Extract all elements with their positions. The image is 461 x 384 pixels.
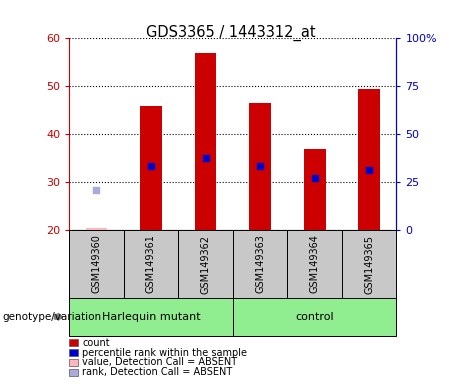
Point: [148, 162, 155, 169]
Text: GSM149365: GSM149365: [364, 235, 374, 293]
Text: count: count: [82, 338, 110, 348]
Text: control: control: [296, 312, 334, 322]
Text: genotype/variation: genotype/variation: [2, 312, 101, 322]
Bar: [195, 53, 217, 230]
Text: rank, Detection Call = ABSENT: rank, Detection Call = ABSENT: [82, 367, 232, 377]
Point: [256, 162, 264, 169]
Text: percentile rank within the sample: percentile rank within the sample: [82, 348, 247, 358]
Text: GDS3365 / 1443312_at: GDS3365 / 1443312_at: [146, 25, 315, 41]
Text: GSM149364: GSM149364: [310, 235, 319, 293]
Point: [93, 187, 100, 193]
Bar: [304, 149, 325, 230]
Bar: [85, 228, 107, 230]
Text: GSM149363: GSM149363: [255, 235, 265, 293]
Bar: [358, 89, 380, 230]
Point: [311, 174, 318, 180]
Bar: [140, 106, 162, 230]
Bar: [249, 103, 271, 230]
Text: GSM149362: GSM149362: [201, 235, 211, 293]
Point: [202, 155, 209, 161]
Text: GSM149361: GSM149361: [146, 235, 156, 293]
Text: GSM149360: GSM149360: [91, 235, 101, 293]
Point: [366, 167, 373, 174]
Text: value, Detection Call = ABSENT: value, Detection Call = ABSENT: [82, 358, 237, 367]
Text: Harlequin mutant: Harlequin mutant: [102, 312, 200, 322]
